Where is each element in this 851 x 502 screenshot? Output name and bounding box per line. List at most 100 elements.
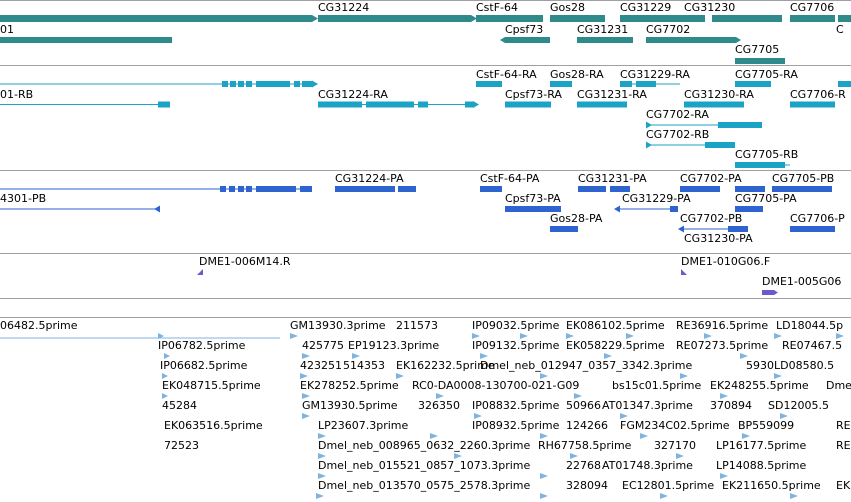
est-label[interactable]: 72523: [164, 439, 199, 452]
protein-label[interactable]: CG7705-PA: [735, 192, 797, 205]
gene-arrow[interactable]: [312, 15, 318, 22]
est-label[interactable]: IP08832.5prime: [472, 399, 560, 412]
est-label[interactable]: Dmel_neb_015521_0857_1073.3prime: [318, 459, 531, 472]
gene-label[interactable]: CG7705: [735, 43, 780, 56]
protein-exon[interactable]: [300, 186, 312, 192]
est-label[interactable]: 124266: [566, 419, 608, 432]
est-marker[interactable]: [162, 393, 168, 399]
est-label[interactable]: bs15c01.5prime: [612, 379, 702, 392]
est-marker[interactable]: [704, 333, 712, 339]
est-label[interactable]: EK162232.5prime: [396, 359, 495, 372]
est-marker[interactable]: [520, 333, 528, 339]
est-label[interactable]: 370894: [710, 399, 752, 412]
clone-glyphs[interactable]: [0, 253, 851, 298]
est-label[interactable]: EK058229.5prime: [566, 339, 665, 352]
transcript-arrow[interactable]: [473, 101, 479, 108]
est-marker[interactable]: [774, 333, 782, 339]
est-label[interactable]: 326350: [418, 399, 460, 412]
est-marker[interactable]: [680, 373, 688, 379]
est-label[interactable]: IP09132.5prime: [472, 339, 560, 352]
est-marker[interactable]: [480, 353, 488, 359]
exon[interactable]: [735, 162, 785, 168]
exon[interactable]: [294, 81, 300, 87]
est-label[interactable]: IP08932.5prime: [472, 419, 560, 432]
protein-exon[interactable]: [256, 186, 296, 192]
exon[interactable]: [636, 81, 656, 87]
est-marker[interactable]: [302, 413, 310, 419]
protein-arrow[interactable]: [678, 225, 684, 233]
est-marker[interactable]: [626, 333, 634, 339]
est-marker[interactable]: [660, 493, 668, 499]
est-label[interactable]: 327170: [654, 439, 696, 452]
exon[interactable]: [718, 122, 762, 128]
est-label[interactable]: 22768: [566, 459, 601, 472]
protein-label[interactable]: CG31224-PA: [335, 172, 404, 185]
gene-bar[interactable]: [838, 15, 851, 22]
est-label[interactable]: LD18044.5p: [776, 319, 844, 332]
gene-bar[interactable]: [0, 15, 312, 22]
exon[interactable]: [256, 81, 290, 87]
protein-glyphs[interactable]: [0, 170, 851, 253]
protein-exon[interactable]: [735, 186, 765, 192]
est-label[interactable]: IP09032.5prime: [472, 319, 560, 332]
gene-arrow[interactable]: [471, 15, 477, 22]
protein-label[interactable]: CG31230-PA: [684, 232, 753, 245]
protein-label[interactable]: CG7706-P: [790, 212, 845, 225]
est-marker[interactable]: [676, 453, 684, 459]
protein-track[interactable]: 4301-PB CG31224-PA CstF-64-PA CG31231-PA…: [0, 170, 851, 253]
est-label[interactable]: Dme: [826, 379, 851, 392]
est-label[interactable]: 425775: [302, 339, 344, 352]
est-label[interactable]: FGM234C02.5prime: [620, 419, 730, 432]
protein-exon[interactable]: [735, 206, 763, 212]
est-label[interactable]: SD12005.5: [768, 399, 829, 412]
gene-track[interactable]: 01 CG31224 CstF-64 Gos28 CG31229 CG31230…: [0, 0, 851, 65]
est-marker[interactable]: [720, 393, 728, 399]
gene-label[interactable]: CG31224: [318, 1, 370, 14]
est-marker[interactable]: [352, 353, 360, 359]
clone-end-marker[interactable]: [762, 290, 774, 295]
est-label[interactable]: EK211650.5prime: [722, 479, 821, 492]
est-marker[interactable]: [436, 393, 444, 399]
gene-bar[interactable]: [577, 37, 633, 43]
est-label[interactable]: RE07273.5prime: [676, 339, 769, 352]
gene-bar[interactable]: [550, 15, 605, 22]
est-label[interactable]: AT01347.3prime: [602, 399, 693, 412]
gene-bar[interactable]: [646, 37, 736, 43]
protein-exon[interactable]: [610, 186, 630, 192]
protein-label[interactable]: CstF-64-PA: [480, 172, 540, 185]
est-label[interactable]: IP06782.5prime: [158, 339, 246, 352]
gene-arrow[interactable]: [500, 37, 505, 43]
est-marker[interactable]: [396, 373, 404, 379]
est-marker[interactable]: [290, 333, 298, 339]
transcript-label[interactable]: CG31231-RA: [577, 88, 647, 101]
exon[interactable]: [238, 81, 244, 87]
est-marker[interactable]: [720, 473, 728, 479]
transcript-label[interactable]: CG7702-RA: [646, 108, 709, 121]
transcript-label[interactable]: CG7705-RB: [735, 148, 799, 161]
est-marker[interactable]: [604, 353, 612, 359]
est-marker[interactable]: [742, 433, 750, 439]
est-marker[interactable]: [318, 453, 326, 459]
gene-bar[interactable]: [790, 15, 835, 22]
protein-exon[interactable]: [238, 186, 244, 192]
gene-label[interactable]: CG7706: [790, 1, 835, 14]
est-label[interactable]: Dmel_neb_013570_0575_2578.3prime: [318, 479, 531, 492]
protein-arrow[interactable]: [614, 205, 620, 213]
est-marker[interactable]: [780, 413, 788, 419]
exon[interactable]: [577, 101, 627, 108]
est-label[interactable]: RE: [836, 439, 851, 452]
est-label[interactable]: 514353: [343, 359, 385, 372]
est-label[interactable]: BP559099: [738, 419, 795, 432]
est-marker[interactable]: [472, 333, 480, 339]
est-label[interactable]: IP06682.5prime: [160, 359, 248, 372]
est-marker[interactable]: [316, 493, 324, 499]
protein-label[interactable]: CG31231-PA: [578, 172, 647, 185]
est-label[interactable]: Dmel_neb_012947_0357_3342.3prime: [480, 359, 693, 372]
est-marker[interactable]: [774, 373, 782, 379]
est-label[interactable]: 211573: [396, 319, 438, 332]
protein-exon[interactable]: [670, 206, 678, 212]
est-marker[interactable]: [836, 333, 844, 339]
est-label[interactable]: EK063516.5prime: [164, 419, 263, 432]
est-label[interactable]: 328094: [566, 479, 608, 492]
